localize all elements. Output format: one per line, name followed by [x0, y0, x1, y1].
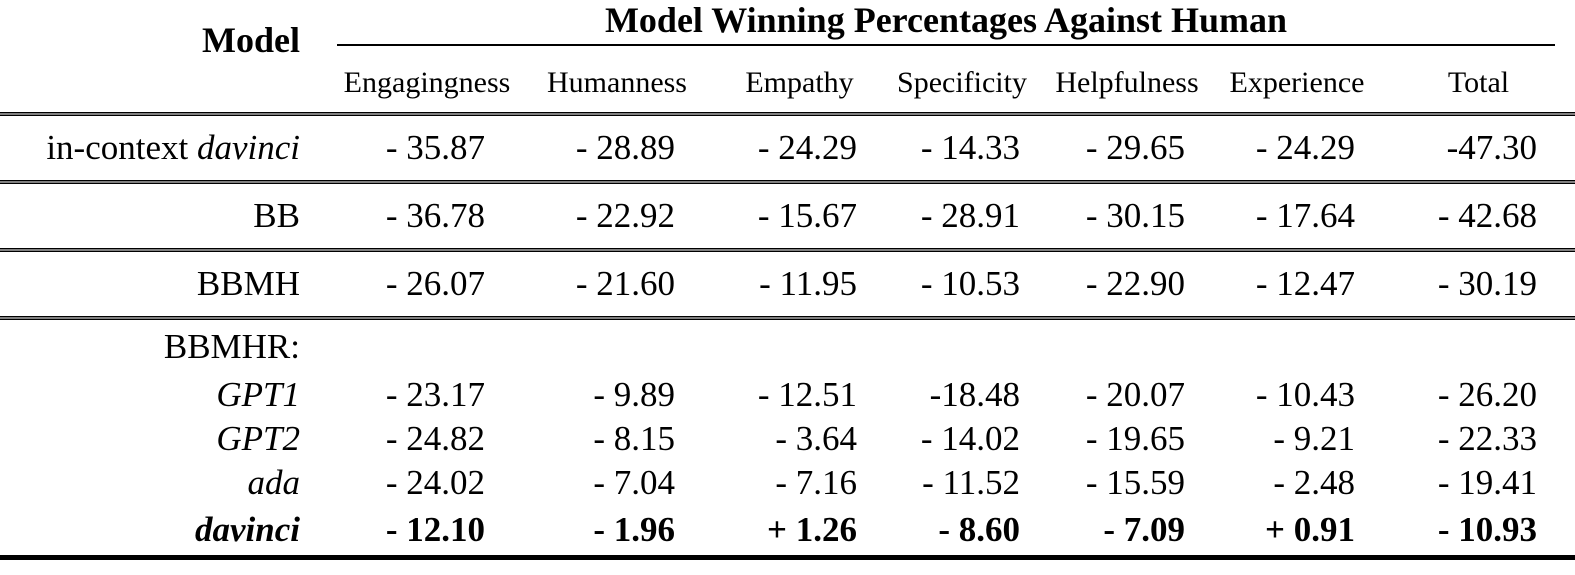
- row-label-ada: ada: [247, 463, 301, 502]
- value-cell: - 10.53: [920, 264, 1020, 303]
- value-cell: - 36.78: [385, 196, 485, 235]
- value-cell: [1212, 320, 1382, 373]
- column-header-experience: Experience: [1229, 66, 1365, 99]
- bottom-rule: [0, 555, 1575, 560]
- value-cell: - 7.09: [1103, 510, 1185, 549]
- value-cell: - 12.10: [385, 510, 485, 549]
- value-cell: - 3.64: [775, 419, 857, 458]
- value-cell: - 20.07: [1085, 375, 1185, 414]
- value-cell: - 2.48: [1273, 463, 1355, 502]
- table-row-bbmhr-group: BBMHR:: [0, 320, 1575, 373]
- value-cell: - 24.82: [385, 419, 485, 458]
- separator-line: [0, 248, 1575, 252]
- value-cell: - 8.60: [938, 510, 1020, 549]
- separator-line: [0, 316, 1575, 320]
- row-separator-rule: [0, 180, 1575, 184]
- value-cell: - 30.15: [1085, 196, 1185, 235]
- value-cell: - 11.95: [759, 264, 857, 303]
- value-cell: - 28.89: [575, 128, 675, 167]
- model-column-header-label: Model: [202, 20, 300, 60]
- value-cell: [717, 320, 882, 373]
- value-cell: - 22.92: [575, 196, 675, 235]
- separator-line: [0, 180, 1575, 184]
- value-cell: - 7.16: [775, 463, 857, 502]
- value-cell: - 17.64: [1255, 196, 1355, 235]
- value-cell: - 42.68: [1437, 196, 1537, 235]
- row-separator-rule: [0, 316, 1575, 320]
- value-cell: - 22.33: [1437, 419, 1537, 458]
- table-row-bbmh: BBMH - 26.07 - 21.60 - 11.95 - 10.53 - 22.90 -…: [0, 252, 1575, 316]
- value-cell: - 29.65: [1085, 128, 1185, 167]
- value-cell: - 21.60: [575, 264, 675, 303]
- value-cell: - 8.15: [593, 419, 675, 458]
- value-cell: + 0.91: [1265, 510, 1355, 549]
- row-label-gpt1: GPT1: [216, 375, 300, 414]
- value-cell: - 14.33: [920, 128, 1020, 167]
- span-header-title: Model Winning Percentages Against Human: [337, 0, 1555, 46]
- value-cell: - 10.43: [1255, 375, 1355, 414]
- value-cell: - 7.04: [593, 463, 675, 502]
- group-header-row: Model Model Winning Percentages Against …: [0, 0, 1575, 60]
- row-label-davinci: davinci: [195, 510, 300, 549]
- value-cell: [1042, 320, 1212, 373]
- column-header-engagingness: Engagingness: [343, 66, 511, 99]
- value-cell: - 22.90: [1085, 264, 1185, 303]
- value-cell: [1382, 320, 1575, 373]
- row-label-bb: BB: [253, 196, 300, 235]
- header-separator-rule: [0, 112, 1575, 116]
- table-row-gpt1: GPT1 - 23.17 - 9.89 - 12.51 -18.48 - 20.07 - 1…: [0, 373, 1575, 417]
- value-cell: - 15.59: [1085, 463, 1185, 502]
- value-cell: - 24.02: [385, 463, 485, 502]
- value-cell: [517, 320, 717, 373]
- value-cell: - 19.41: [1437, 463, 1537, 502]
- value-cell: -47.30: [1446, 128, 1537, 167]
- value-cell: - 23.17: [385, 375, 485, 414]
- row-label-bbmh: BBMH: [196, 264, 300, 303]
- table-row-bb: BB - 36.78 - 22.92 - 15.67 - 28.91 - 30.15 - 1…: [0, 184, 1575, 248]
- column-header-total: Total: [1447, 66, 1510, 99]
- separator-line: [0, 112, 1575, 116]
- row-separator-rule: [0, 248, 1575, 252]
- value-cell: - 35.87: [385, 128, 485, 167]
- column-header-empathy: Empathy: [745, 66, 854, 99]
- table-row-in-context-davinci: in-context davinci - 35.87 - 28.89 - 24.29 -…: [0, 116, 1575, 180]
- column-header-helpfulness: Helpfulness: [1055, 66, 1199, 99]
- value-cell: - 10.93: [1437, 510, 1537, 549]
- value-cell: - 24.29: [1255, 128, 1355, 167]
- column-header-specificity: Specificity: [897, 66, 1027, 99]
- value-cell: - 28.91: [920, 196, 1020, 235]
- table-row-gpt2: GPT2 - 24.82 - 8.15 - 3.64 - 14.02 - 19.65 - 9…: [0, 417, 1575, 461]
- column-header-row: Engagingness Humanness Empathy Specificity H…: [0, 46, 1575, 112]
- row-label-bbmhr-group: BBMHR:: [163, 326, 300, 366]
- column-header-humanness: Humanness: [547, 66, 687, 99]
- span-header: Model Winning Percentages Against Human: [337, 0, 1575, 46]
- value-cell: - 14.02: [920, 419, 1020, 458]
- results-table: Model Model Winning Percentages Against …: [0, 0, 1575, 560]
- table-row-davinci: davinci - 12.10 - 1.96 + 1.26 - 8.60 - 7.09 + …: [0, 505, 1575, 555]
- value-cell: - 1.96: [593, 510, 675, 549]
- value-cell: - 9.89: [593, 375, 675, 414]
- value-cell: - 26.07: [385, 264, 485, 303]
- value-cell: - 12.47: [1255, 264, 1355, 303]
- value-cell: - 9.21: [1273, 419, 1355, 458]
- bottom-rule-line: [0, 555, 1575, 560]
- value-cell: + 1.26: [767, 510, 857, 549]
- value-cell: - 12.51: [757, 375, 857, 414]
- row-label-gpt2: GPT2: [216, 419, 300, 458]
- value-cell: - 11.52: [922, 463, 1020, 502]
- value-cell: - 15.67: [757, 196, 857, 235]
- value-cell: -18.48: [929, 375, 1020, 414]
- table-row-ada: ada - 24.02 - 7.04 - 7.16 - 11.52 - 15.59 - 2.…: [0, 461, 1575, 505]
- value-cell: - 26.20: [1437, 375, 1537, 414]
- value-cell: - 19.65: [1085, 419, 1185, 458]
- value-cell: - 24.29: [757, 128, 857, 167]
- value-cell: [337, 320, 517, 373]
- model-column-header: Model: [0, 0, 337, 112]
- value-cell: [882, 320, 1042, 373]
- row-label-in-context-davinci: in-context davinci: [46, 128, 300, 167]
- value-cell: - 30.19: [1437, 264, 1537, 303]
